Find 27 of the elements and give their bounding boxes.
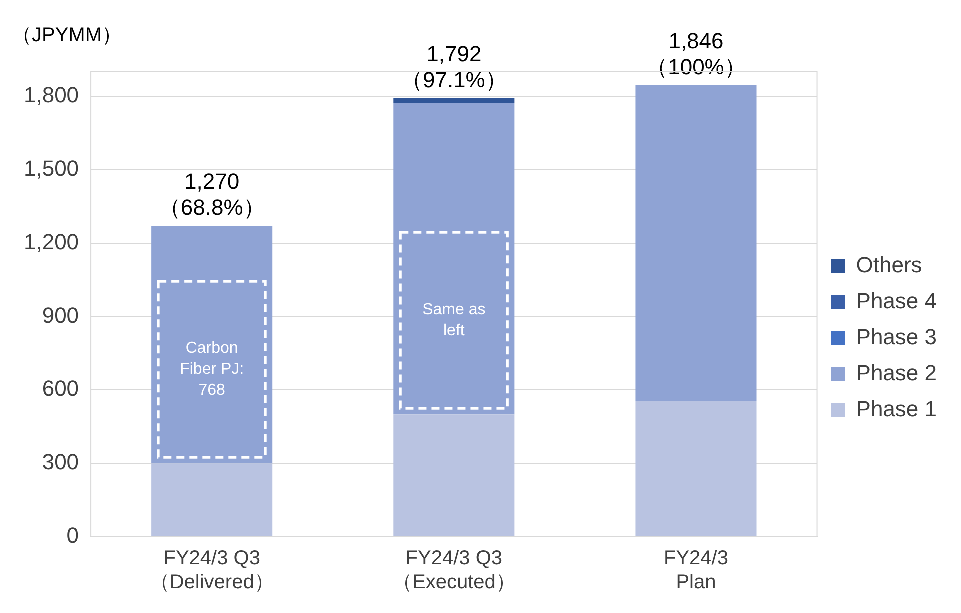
annotation: Same as left — [422, 302, 486, 340]
y-tick-label: 900 — [42, 302, 80, 328]
bar — [394, 414, 515, 536]
legend-label: Phase 1 — [856, 396, 938, 422]
total-label: 1,270 （68.8%） — [158, 169, 266, 220]
y-tick-label: 600 — [42, 376, 80, 402]
bar — [152, 226, 273, 464]
y-tick-label: 0 — [66, 523, 80, 548]
y-tick-label: 300 — [42, 450, 80, 475]
x-tick-label: FY24/3 Q3 （Executed） — [392, 548, 516, 594]
bar — [636, 85, 757, 402]
x-tick-label: FY24/3 Plan — [664, 548, 728, 594]
annotation: Carbon Fiber PJ: 768 — [180, 340, 244, 399]
legend-label: Phase 2 — [856, 360, 938, 386]
y-tick-label: 1,200 — [24, 229, 80, 254]
legend-label: Phase 4 — [856, 288, 938, 314]
bar — [152, 464, 273, 536]
total-label: 1,792 （97.1%） — [400, 41, 508, 92]
y-tick-label: 1,800 — [24, 82, 80, 108]
y-tick-label: 1,500 — [24, 156, 80, 181]
legend-label: Phase 3 — [856, 324, 938, 350]
legend-label: Others — [856, 252, 922, 278]
x-tick-label: FY24/3 Q3 （Delivered） — [150, 548, 274, 594]
bar — [394, 103, 515, 415]
y-axis-title: （JPYMM） — [12, 24, 122, 47]
bar — [394, 98, 515, 104]
bar — [636, 401, 757, 536]
